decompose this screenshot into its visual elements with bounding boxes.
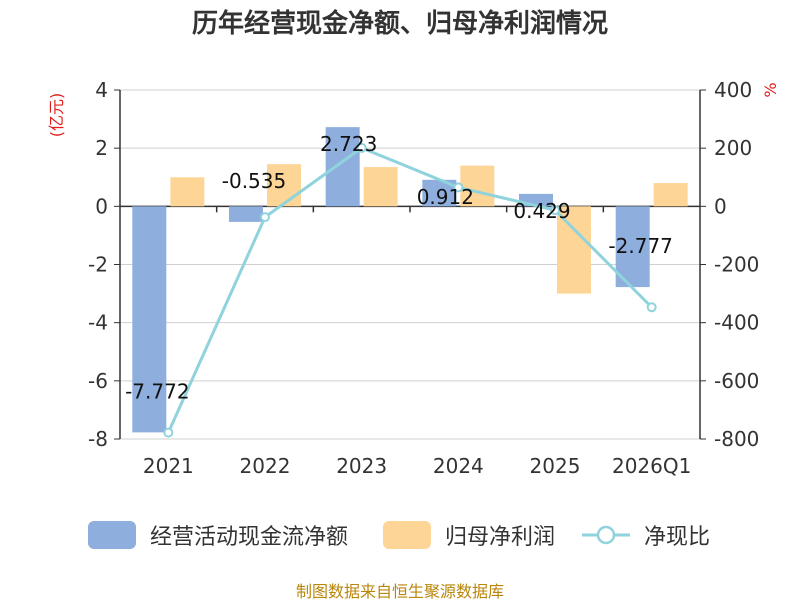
data-label: -7.772 [125,379,189,403]
y-axis-left-label: (亿元) [47,93,66,138]
y-left-tick-label: 4 [95,78,108,102]
ratio-point [453,182,464,193]
data-label: 2.723 [320,132,377,156]
y-left-tick-label: 2 [95,136,108,160]
y-right-tick-label: 200 [714,136,752,160]
legend-label: 净现比 [644,525,711,550]
bar-net-profit [363,167,398,207]
legend-swatch-operating-cash-flow [88,521,136,549]
x-tick-label: 2023 [336,454,387,478]
y-right-tick-label: -400 [714,311,759,335]
bar-net-profit [460,165,495,207]
bar-operating-cash-flow [325,127,360,207]
legend-swatch-net-profit [383,521,431,549]
bar-net-profit [267,164,301,207]
ratio-line-path [166,146,653,434]
y-left-tick-label: 0 [95,194,108,218]
source-note: 制图数据来自恒生聚源数据库 [295,582,504,601]
y-left-tick-label: -6 [88,369,108,393]
legend-item-net-profit[interactable]: 归母净利润 [383,515,555,555]
y-right-tick-label: 0 [714,194,727,218]
x-tick-label: 2022 [240,454,291,478]
data-label: 0.429 [513,199,570,223]
axes: 4 2 0 -2 -4 -6 -8 400 200 0 -200 -400 -600 -800 2021 20… [88,78,759,478]
ratio-point [356,142,367,153]
chart-title: 历年经营现金净额、归母净利润情况 [192,8,608,39]
ratio-line [163,142,657,438]
data-label: 0.912 [417,185,474,209]
legend-label: 经营活动现金流净额 [150,525,349,550]
y-right-tick-label: -600 [714,369,759,393]
data-labels: -7.772 -0.535 2.723 0.912 0.429 -2.777 [125,132,673,403]
data-label: -0.535 [222,169,286,193]
data-label: -2.777 [608,234,672,258]
legend-line-marker-icon [582,525,630,545]
y-right-tick-label: -800 [714,427,759,451]
y-left-tick-label: -8 [88,427,108,451]
x-tick-label: 2026Q1 [612,454,691,478]
bar-operating-cash-flow [229,206,263,222]
ratio-point [163,427,174,438]
bar-operating-cash-flow [615,206,650,288]
bars [132,127,688,433]
legend-label: 归母净利润 [445,525,556,550]
bar-net-profit [170,177,205,207]
bar-net-profit [653,183,688,207]
gridlines [120,89,700,440]
bar-net-profit [557,206,591,294]
y-axis-right-label: % [761,82,780,97]
y-left-tick-label: -2 [88,253,108,277]
legend-item-operating-cash-flow[interactable]: 经营活动现金流净额 [88,515,348,555]
ratio-point [550,205,560,216]
y-left-tick-label: -4 [88,311,108,335]
x-tick-label: 2024 [433,454,484,478]
legend: 经营活动现金流净额 归母净利润 净现比 [0,515,800,555]
y-right-tick-label: -200 [714,253,759,277]
y-right-tick-label: 400 [714,78,752,102]
legend-item-cash-ratio[interactable]: 净现比 [582,515,710,555]
ratio-point [260,212,270,223]
bar-operating-cash-flow [132,206,167,433]
x-tick-label: 2025 [530,454,581,478]
ratio-point [646,302,657,313]
x-tick-label: 2021 [143,454,194,478]
